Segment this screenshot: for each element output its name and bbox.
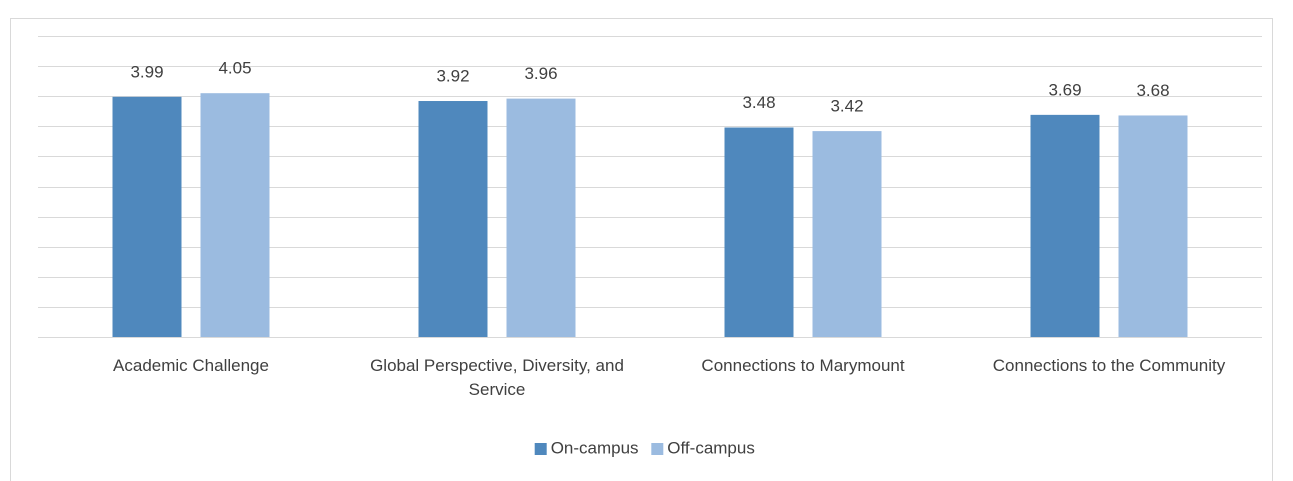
x-tick-label: Global Perspective, Diversity, and Servi… xyxy=(370,356,624,399)
data-label: 3.42 xyxy=(830,97,863,116)
legend-label: On-campus xyxy=(551,438,639,457)
data-label: 4.05 xyxy=(218,59,251,78)
bar xyxy=(112,96,182,337)
data-label: 3.68 xyxy=(1136,81,1169,100)
bar xyxy=(724,127,794,337)
bar xyxy=(1030,114,1100,337)
legend-swatch xyxy=(651,443,664,455)
x-tick-label: Connections to the Community xyxy=(992,356,1226,375)
data-label: 3.99 xyxy=(130,62,163,81)
data-label: 3.48 xyxy=(742,93,775,112)
x-tick-label: Connections to Marymount xyxy=(701,356,905,375)
bar xyxy=(418,101,488,338)
bar xyxy=(812,131,882,337)
x-tick-label: Academic Challenge xyxy=(113,356,269,375)
legend-label: Off-campus xyxy=(667,438,755,457)
data-label: 3.69 xyxy=(1048,80,1081,99)
bar xyxy=(1118,115,1188,338)
bar xyxy=(200,93,270,337)
data-label: 3.92 xyxy=(436,67,469,86)
data-label: 3.96 xyxy=(524,64,557,83)
legend-swatch xyxy=(534,443,547,455)
bar xyxy=(506,98,576,337)
